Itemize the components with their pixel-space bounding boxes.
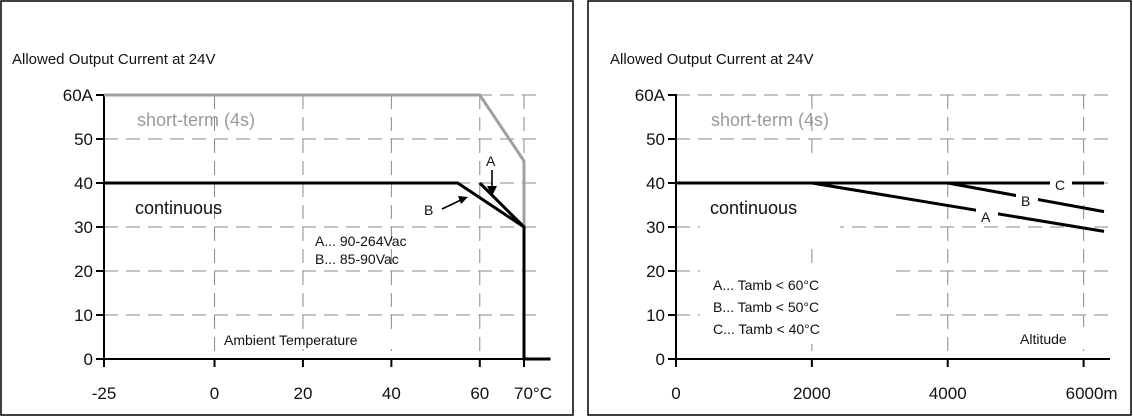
arrow-b [441, 196, 468, 210]
continuous-label-background [700, 160, 840, 248]
curve-label-a: A [981, 209, 991, 225]
x-tick-labels: 0 2000 4000 6000m [671, 384, 1117, 403]
axes [668, 94, 1110, 367]
chart-panel-altitude: Allowed Output Current at 24V 0 10 20 30 40 5… [587, 0, 1132, 416]
series-lines [104, 93, 551, 361]
xlabel-background [220, 329, 420, 349]
legend-line-c: C... Tamb < 40°C [713, 321, 820, 337]
x-tick-label: -25 [92, 384, 117, 403]
x-tick-label: 0 [671, 384, 680, 403]
short-term-label: short-term (4s) [711, 110, 829, 130]
xlabel-background [1012, 327, 1102, 349]
y-tick-label: 50 [646, 130, 665, 149]
x-tick-label: 60 [470, 384, 489, 403]
series-line-short-term-4s [104, 93, 526, 227]
x-tick-label: 70°C [514, 384, 552, 403]
x-tick-label: 6000m [1066, 384, 1118, 403]
label-c-background [1050, 175, 1072, 195]
legend-line-b: B... Tamb < 50°C [713, 299, 819, 315]
y-tick-label: 30 [646, 218, 665, 237]
chart-title: Allowed Output Current at 24V [610, 51, 813, 68]
x-tick-label: 2000 [793, 384, 831, 403]
y-tick-label: 60A [63, 86, 94, 105]
label-b-background [1016, 191, 1038, 209]
x-axis-label: Ambient Temperature [224, 332, 358, 348]
y-tick-label: 0 [84, 350, 93, 369]
continuous-label: continuous [710, 198, 797, 218]
x-tick-label: 4000 [929, 384, 967, 403]
y-tick-label: 20 [74, 262, 93, 281]
y-tick-labels: 0 10 20 30 40 50 60A [635, 86, 666, 369]
x-axis-label: Altitude [1020, 331, 1067, 347]
legend-line-a: A... Tamb < 60°C [713, 277, 819, 293]
x-tick-label: 0 [210, 384, 219, 403]
y-tick-label: 10 [74, 306, 93, 325]
y-tick-label: 10 [646, 306, 665, 325]
y-tick-label: 50 [74, 130, 93, 149]
curve-label-b: B [1021, 193, 1030, 209]
legend-line-a: A... 90-264Vac [315, 233, 407, 249]
curve-label-a: A [486, 153, 496, 169]
curve-label-c: C [1055, 177, 1065, 193]
x-tick-label: 40 [382, 384, 401, 403]
y-tick-label: 30 [74, 218, 93, 237]
short-term-label: short-term (4s) [137, 110, 255, 130]
legend-background [700, 268, 890, 344]
y-tick-label: 40 [646, 174, 665, 193]
y-tick-label: 20 [646, 262, 665, 281]
axes [96, 94, 545, 367]
y-tick-label: 0 [656, 350, 665, 369]
y-tick-label: 40 [74, 174, 93, 193]
label-a-background [976, 207, 998, 225]
curve-label-b: B [424, 202, 433, 218]
series-line-a [811, 181, 1105, 233]
continuous-label: continuous [135, 198, 222, 218]
x-tick-labels: -25 0 20 40 60 70°C [92, 384, 552, 403]
chart-panel-temperature: Allowed Output Current at 24V 0 10 20 30 40 5… [0, 0, 574, 416]
series-line-a [478, 181, 526, 229]
arrow-a [487, 170, 497, 196]
y-tick-labels: 0 10 20 30 40 50 60A [63, 86, 94, 369]
y-tick-label: 60A [635, 86, 666, 105]
chart-title: Allowed Output Current at 24V [12, 51, 215, 68]
x-tick-label: 20 [293, 384, 312, 403]
legend-line-b: B... 85-90Vac [315, 251, 399, 267]
